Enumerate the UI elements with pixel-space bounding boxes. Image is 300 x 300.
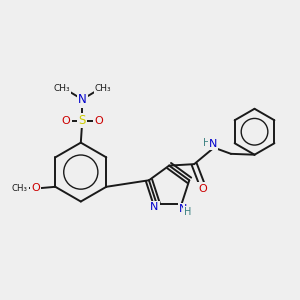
Text: O: O	[62, 116, 70, 126]
Text: H: H	[184, 207, 192, 217]
Text: N: N	[150, 202, 158, 212]
Text: O: O	[31, 183, 40, 193]
Text: CH₃: CH₃	[53, 84, 70, 93]
Text: N: N	[209, 139, 217, 149]
Text: N: N	[78, 93, 87, 106]
Text: O: O	[198, 184, 207, 194]
Text: CH₃: CH₃	[94, 84, 111, 93]
Text: S: S	[79, 114, 86, 127]
Text: O: O	[94, 116, 103, 126]
Text: N: N	[179, 204, 187, 214]
Text: H: H	[203, 138, 210, 148]
Text: CH₃: CH₃	[12, 184, 28, 193]
